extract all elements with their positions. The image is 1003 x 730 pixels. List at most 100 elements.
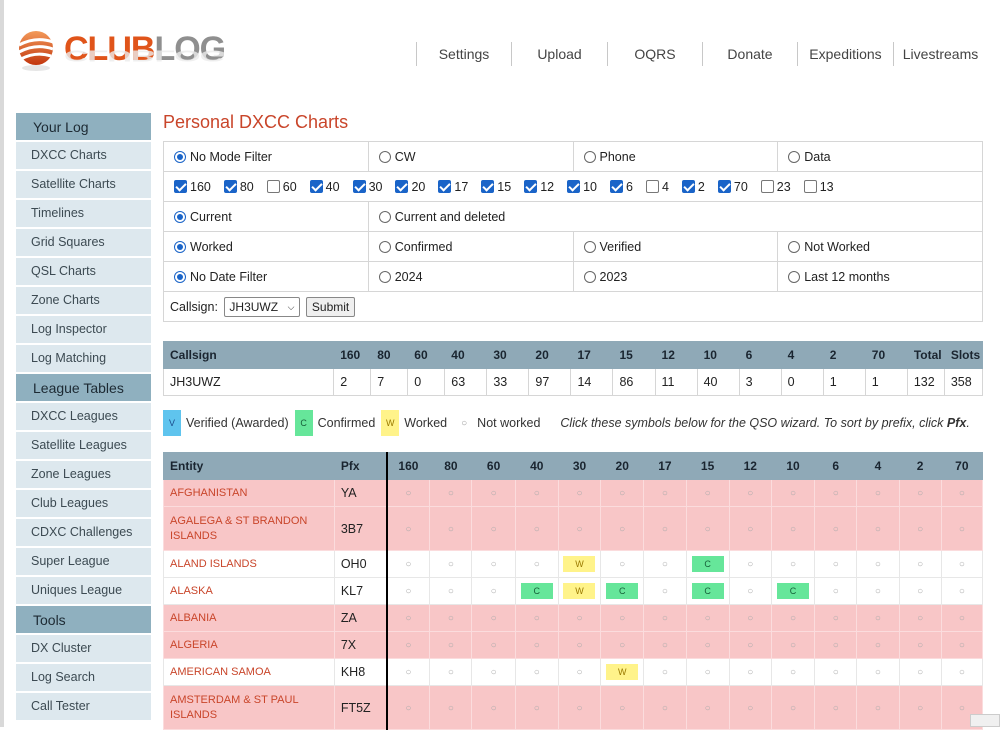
band-status-cell[interactable]: ○	[514, 685, 559, 730]
band-status-cell[interactable]: ○	[856, 479, 900, 507]
band-status-cell[interactable]: ○	[514, 479, 559, 507]
confirmed-marker[interactable]: C	[691, 556, 724, 572]
band-status-cell[interactable]: ○	[685, 479, 730, 507]
checkbox[interactable]	[760, 179, 774, 193]
band-status-cell[interactable]: ○	[557, 604, 602, 632]
band-status-cell[interactable]: ○	[728, 506, 772, 551]
band-status-cell[interactable]: ○	[814, 506, 858, 551]
not-worked-marker[interactable]: ○	[490, 586, 497, 597]
radio-button[interactable]	[174, 270, 186, 283]
checkbox[interactable]	[681, 179, 695, 193]
band-status-cell[interactable]: ○	[728, 658, 772, 686]
not-worked-marker[interactable]: ○	[490, 640, 497, 651]
not-worked-marker[interactable]: ○	[874, 559, 881, 570]
band-status-cell[interactable]: C	[685, 550, 730, 578]
band-checkbox-160[interactable]: 160	[174, 179, 211, 194]
not-worked-marker[interactable]: ○	[490, 613, 497, 624]
band-status-cell[interactable]: ○	[471, 631, 516, 659]
band-status-cell[interactable]: ○	[856, 550, 900, 578]
not-worked-marker[interactable]: ○	[533, 702, 540, 714]
band-checkbox-80[interactable]: 80	[223, 179, 254, 194]
sidebar-item-dxcc-charts[interactable]: DXCC Charts	[16, 142, 151, 169]
band-status-cell[interactable]: ○	[471, 506, 516, 551]
radio-button[interactable]	[583, 150, 596, 163]
not-worked-marker[interactable]: ○	[747, 586, 754, 597]
not-worked-marker[interactable]: ○	[874, 667, 881, 678]
checkbox[interactable]	[567, 179, 581, 193]
not-worked-marker[interactable]: ○	[576, 702, 583, 714]
not-worked-marker[interactable]: ○	[747, 640, 754, 651]
radio-button[interactable]	[174, 210, 186, 223]
checkbox[interactable]	[645, 179, 659, 193]
checkbox[interactable]	[223, 179, 237, 193]
sidebar-item-qsl-charts[interactable]: QSL Charts	[16, 258, 151, 285]
sidebar-item-super-league[interactable]: Super League	[16, 548, 151, 575]
not-worked-marker[interactable]: ○	[958, 702, 965, 714]
not-worked-marker[interactable]: ○	[832, 640, 839, 651]
dates-option[interactable]: 2024	[367, 261, 574, 292]
entity-name-link[interactable]: ALASKA	[163, 577, 335, 605]
band-status-cell[interactable]: ○	[940, 604, 984, 632]
band-status-cell[interactable]: ○	[940, 577, 984, 605]
band-status-cell[interactable]: ○	[940, 479, 984, 507]
checkbox[interactable]	[524, 179, 538, 193]
checkbox[interactable]	[481, 179, 495, 193]
confirm-option[interactable]: Verified	[572, 231, 779, 262]
band-checkbox-10[interactable]: 10	[567, 179, 597, 194]
entity-name-link[interactable]: ALAND ISLANDS	[163, 550, 335, 578]
band-checkbox-23[interactable]: 23	[760, 179, 791, 194]
band-status-cell[interactable]: ○	[856, 685, 900, 730]
not-worked-marker[interactable]: ○	[533, 667, 540, 678]
band-status-cell[interactable]: ○	[770, 658, 816, 686]
band-status-cell[interactable]: ○	[898, 658, 942, 686]
band-status-cell[interactable]: ○	[770, 550, 816, 578]
not-worked-marker[interactable]: ○	[958, 667, 965, 678]
radio-button[interactable]	[378, 270, 391, 283]
dates-option[interactable]: No Date Filter	[163, 261, 369, 292]
not-worked-marker[interactable]: ○	[533, 640, 540, 651]
nav-donate[interactable]: Donate	[702, 42, 797, 66]
band-status-cell[interactable]: ○	[557, 658, 602, 686]
confirmed-marker[interactable]: C	[691, 583, 724, 599]
band-status-cell[interactable]: ○	[643, 658, 687, 686]
band-status-cell[interactable]: ○	[814, 604, 858, 632]
not-worked-marker[interactable]: ○	[874, 702, 881, 714]
not-worked-marker[interactable]: ○	[405, 586, 412, 597]
band-status-cell[interactable]: ○	[898, 631, 942, 659]
band-status-cell[interactable]: ○	[814, 577, 858, 605]
not-worked-marker[interactable]: ○	[958, 488, 965, 499]
not-worked-marker[interactable]: ○	[619, 559, 626, 570]
nav-livestreams[interactable]: Livestreams	[893, 42, 987, 66]
worked-marker[interactable]: W	[563, 556, 596, 572]
band-checkbox-13[interactable]: 13	[803, 179, 834, 194]
band-checkbox-12[interactable]: 12	[524, 179, 554, 194]
confirmed-marker[interactable]: C	[777, 583, 809, 599]
sidebar-section-your-log[interactable]: Your Log	[16, 113, 151, 140]
band-status-cell[interactable]: ○	[898, 604, 942, 632]
sidebar-section-league-tables[interactable]: League Tables	[16, 374, 151, 401]
band-status-cell[interactable]: ○	[429, 577, 473, 605]
not-worked-marker[interactable]: ○	[619, 523, 626, 535]
band-status-cell[interactable]: ○	[557, 506, 602, 551]
band-status-cell[interactable]: ○	[600, 550, 645, 578]
not-worked-marker[interactable]: ○	[405, 523, 412, 535]
band-status-cell[interactable]: ○	[643, 506, 687, 551]
band-status-cell[interactable]: ○	[429, 506, 473, 551]
band-status-cell[interactable]: ○	[814, 658, 858, 686]
not-worked-marker[interactable]: ○	[533, 488, 540, 499]
band-status-cell[interactable]: ○	[429, 479, 473, 507]
band-status-cell[interactable]: ○	[514, 550, 559, 578]
band-status-cell[interactable]: ○	[898, 577, 942, 605]
band-checkbox-20[interactable]: 20	[395, 179, 425, 194]
band-status-cell[interactable]: ○	[386, 604, 431, 632]
not-worked-marker[interactable]: ○	[490, 523, 497, 535]
dates-option[interactable]: Last 12 months	[777, 261, 983, 292]
radio-button[interactable]	[583, 240, 596, 253]
not-worked-marker[interactable]: ○	[958, 613, 965, 624]
band-status-cell[interactable]: ○	[386, 479, 431, 507]
not-worked-marker[interactable]: ○	[576, 667, 583, 678]
band-status-cell[interactable]: ○	[685, 658, 730, 686]
entity-name-link[interactable]: AMSTERDAM & ST PAUL ISLANDS	[163, 685, 335, 730]
band-status-cell[interactable]: ○	[856, 577, 900, 605]
not-worked-marker[interactable]: ○	[405, 702, 412, 714]
